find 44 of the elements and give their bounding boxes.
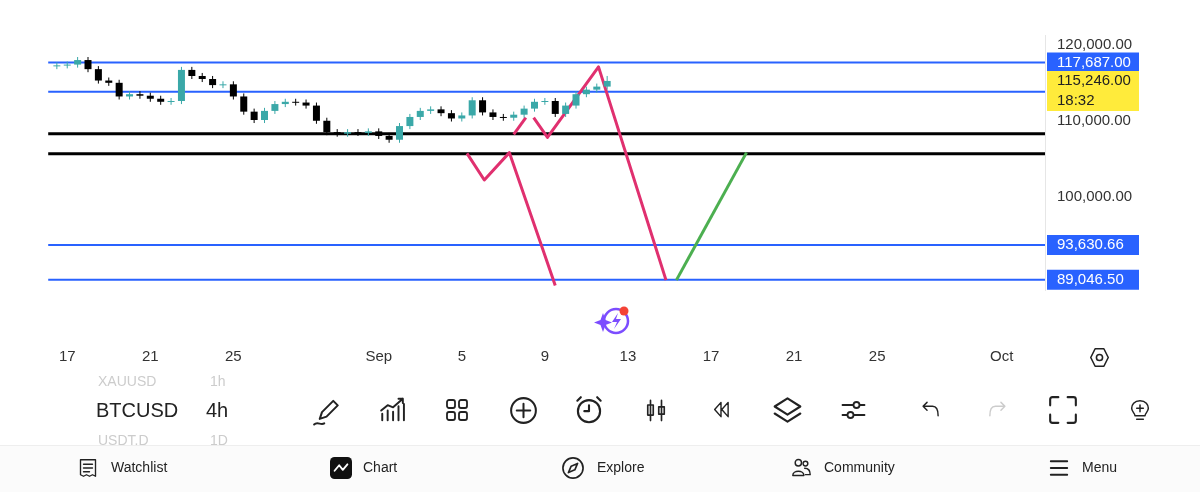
text: Community [824, 459, 895, 476]
candlestick [312, 102, 320, 125]
candlestick [167, 97, 175, 106]
x-tick-label: 17 [58, 347, 76, 365]
candlestick [302, 99, 310, 110]
candlestick [136, 90, 144, 100]
x-tick-label: 5 [457, 347, 466, 365]
x-tick-label: 21 [785, 347, 803, 365]
candlestick [271, 100, 279, 115]
candlestick [115, 79, 123, 101]
text: 18:32 [1057, 91, 1095, 109]
text: BTCUSD [96, 398, 179, 422]
candlestick [240, 92, 248, 116]
ref-line-label: 93,630.66 [1057, 235, 1124, 253]
candlestick [219, 80, 227, 89]
x-tick-label: 21 [141, 347, 159, 365]
ref-line-label: 117,687.00 [1057, 52, 1131, 70]
candlestick [396, 122, 404, 144]
x-tick-label: 13 [619, 347, 637, 365]
candlestick [541, 97, 549, 106]
text: Chart [363, 459, 398, 476]
text: Watchlist [111, 459, 168, 476]
x-tick-label: 17 [702, 347, 720, 365]
candlestick [437, 105, 445, 117]
text: 115,246.00 [1057, 71, 1131, 89]
x-tick-label: 25 [868, 347, 886, 365]
x-tick-label: Sep [365, 347, 393, 365]
x-tick-label: 9 [540, 347, 550, 365]
candlestick [229, 80, 237, 101]
y-tick-label: 100,000.00 [1057, 186, 1133, 204]
y-tick-label: 120,000.00 [1057, 35, 1133, 53]
text: Explore [597, 459, 645, 476]
candlestick [520, 105, 528, 119]
x-tick-label: Oct [990, 347, 1015, 365]
x-tick-label: 25 [225, 347, 242, 365]
candlestick [468, 96, 476, 119]
candlestick [489, 108, 497, 121]
ref-line-label: 89,046.50 [1057, 269, 1124, 287]
candlestick [479, 96, 487, 116]
candlestick [551, 97, 559, 118]
candlestick [53, 61, 61, 70]
text: Menu [1082, 459, 1118, 476]
y-tick-label: 110,000.00 [1057, 110, 1131, 128]
text: 4h [206, 398, 229, 422]
